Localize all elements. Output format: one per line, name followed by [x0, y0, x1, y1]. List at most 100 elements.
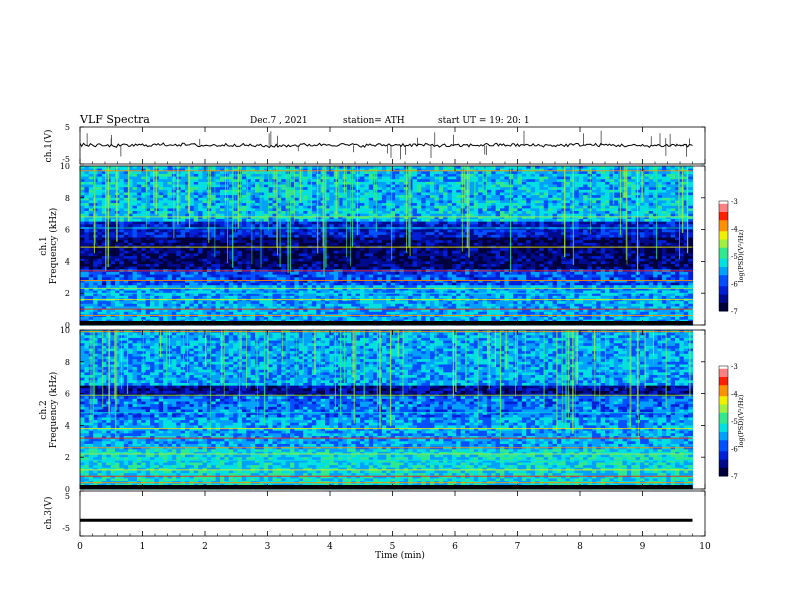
spectrogram-cell — [316, 166, 322, 170]
spectrogram-cell — [294, 253, 300, 257]
spectrogram-cell — [399, 242, 405, 247]
spectrogram-cell — [128, 221, 134, 225]
spectrogram-cell — [180, 179, 186, 183]
spectrogram-cell — [447, 200, 453, 204]
spectrogram-cell — [688, 253, 694, 257]
spectrogram-cell — [198, 229, 204, 233]
spectrogram-cell — [657, 181, 663, 186]
spectrogram-cell — [556, 200, 562, 204]
spectrogram-cell — [338, 211, 344, 215]
spectrogram-cell — [298, 205, 304, 209]
spectrogram-cell — [119, 240, 125, 244]
spectrogram-cell — [605, 221, 610, 225]
spectrogram-cell — [329, 240, 335, 244]
spectrogram-cell — [220, 208, 225, 212]
spectrogram-cell — [657, 187, 663, 191]
spectrogram-cell — [145, 200, 151, 204]
spectrogram-cell — [583, 189, 589, 194]
spectrogram-cell — [460, 242, 466, 247]
spectrogram-cell — [185, 181, 190, 186]
spectrogram-cell — [491, 248, 497, 252]
spectrogram-cell — [508, 219, 514, 223]
spectrogram-cell — [220, 242, 225, 247]
spectrogram-cell — [255, 168, 260, 172]
spectrogram-cell — [438, 192, 444, 196]
spectrogram-cell — [447, 219, 453, 223]
spectrogram-cell — [657, 226, 663, 231]
spectrogram-cell — [395, 189, 400, 194]
spectrogram-cell — [189, 203, 195, 207]
spectrogram-cell — [325, 181, 330, 186]
spectrogram-cell — [495, 256, 501, 260]
spectrogram-cell — [101, 205, 107, 209]
spectrogram-cell — [185, 224, 190, 228]
spectrogram-cell — [272, 179, 278, 183]
spectrogram-cell — [228, 205, 234, 209]
spectrogram-cell — [517, 205, 523, 209]
spectrogram-cell — [377, 197, 383, 202]
spectrogram-cell — [552, 173, 558, 178]
spectrogram-cell — [123, 216, 129, 220]
spectrogram-cell — [255, 250, 260, 255]
spectrogram-cell — [430, 171, 435, 175]
spectrogram-cell — [513, 187, 519, 191]
spectrogram-cell — [342, 187, 348, 191]
spectrogram-cell — [679, 253, 685, 257]
spectrogram-cell — [228, 216, 234, 220]
spectrogram-cell — [508, 184, 514, 188]
spectrogram-cell — [416, 240, 422, 244]
spectrogram-cell — [539, 229, 545, 233]
spectrogram-cell — [167, 211, 173, 215]
spectrogram-cell — [220, 226, 225, 231]
spectrogram-cell — [290, 219, 295, 223]
spectrogram-cell — [189, 176, 195, 180]
spectrogram-cell — [316, 205, 322, 209]
spectrogram-cell — [364, 197, 370, 202]
spectrogram-cell — [438, 195, 444, 199]
spectrogram-cell — [443, 211, 449, 215]
spectrogram-cell — [351, 192, 357, 196]
spectrogram-cell — [333, 224, 339, 228]
spectrogram-cell — [626, 166, 632, 170]
spectrogram-cell — [167, 166, 173, 170]
spectrogram-cell — [644, 234, 650, 239]
spectrogram-cell — [653, 253, 659, 257]
spectrogram-cell — [583, 248, 589, 252]
spectrogram-cell — [263, 250, 269, 255]
spectrogram-cell — [399, 184, 405, 188]
spectrogram-cell — [97, 221, 103, 225]
spectrogram-cell — [631, 234, 637, 239]
spectrogram-cell — [281, 205, 287, 209]
spectrogram-cell — [88, 181, 94, 186]
spectrogram-cell — [574, 192, 580, 196]
spectrogram-cell — [276, 166, 282, 170]
spectrogram-cell — [381, 221, 387, 225]
spectrogram-cell — [307, 184, 313, 188]
spectrogram-cell — [342, 197, 348, 202]
spectrogram-cell — [80, 219, 85, 223]
spectrogram-cell — [460, 224, 466, 228]
spectrogram-cell — [329, 242, 335, 247]
spectrogram-cell — [456, 181, 462, 186]
spectrogram-cell — [447, 240, 453, 244]
spectrogram-cell — [141, 211, 147, 215]
spectrogram-cell — [500, 181, 505, 186]
spectrogram-cell — [613, 187, 619, 191]
spectrogram-cell — [482, 219, 488, 223]
spectrogram-cell — [670, 234, 676, 239]
spectrogram-cell — [163, 226, 169, 231]
spectrogram-cell — [202, 232, 208, 236]
spectrogram-cell — [609, 232, 615, 236]
spectrogram-cell — [675, 179, 680, 183]
spectrogram-cell — [333, 248, 339, 252]
spectrogram-cell — [438, 232, 444, 236]
spectrogram-cell — [631, 189, 637, 194]
spectrogram-cell — [381, 171, 387, 175]
spectrogram-cell — [158, 171, 164, 175]
spectrogram-cell — [145, 221, 151, 225]
spectrogram-cell — [368, 176, 374, 180]
spectrogram-cell — [189, 229, 195, 233]
spectrogram-cell — [211, 248, 217, 252]
spectrogram-cell — [364, 213, 370, 217]
spectrogram-cell — [565, 192, 571, 196]
